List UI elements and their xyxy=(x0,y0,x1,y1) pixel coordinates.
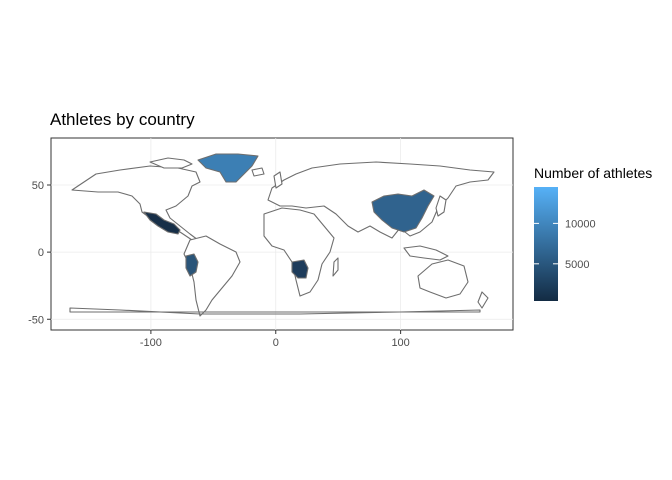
y-axis: 50 0 -50 xyxy=(28,180,51,326)
land-arctic-islands xyxy=(149,157,193,169)
land-africa xyxy=(263,207,335,297)
x-axis: -100 0 100 xyxy=(140,330,410,349)
y-tick-label: 50 xyxy=(32,180,44,192)
region-greenland xyxy=(197,153,259,183)
y-tick-label: -50 xyxy=(28,314,44,326)
land-iceland xyxy=(251,167,265,177)
land-madagascar xyxy=(332,257,339,277)
legend-ticks: 10000 5000 xyxy=(534,218,596,271)
y-tick-label: 0 xyxy=(38,247,44,259)
land-japan xyxy=(435,195,447,217)
land-uk xyxy=(273,171,283,189)
land-se-asia-islands xyxy=(403,245,449,261)
region-peru xyxy=(185,253,199,277)
chart-title: Athletes by country xyxy=(50,110,195,129)
land-antarctica xyxy=(69,307,481,315)
land-new-zealand xyxy=(477,291,489,309)
legend-colorbar xyxy=(534,187,558,301)
legend-title: Number of athletes xyxy=(534,165,653,181)
x-tick-label: 100 xyxy=(391,337,409,349)
legend-tick-label: 10000 xyxy=(565,218,596,230)
region-mexico xyxy=(143,211,181,235)
region-angola xyxy=(291,259,309,279)
x-tick-label: -100 xyxy=(140,337,162,349)
land-australia xyxy=(417,259,469,299)
region-china xyxy=(371,189,435,233)
x-tick-label: 0 xyxy=(273,337,279,349)
legend-tick-label: 5000 xyxy=(565,259,589,271)
